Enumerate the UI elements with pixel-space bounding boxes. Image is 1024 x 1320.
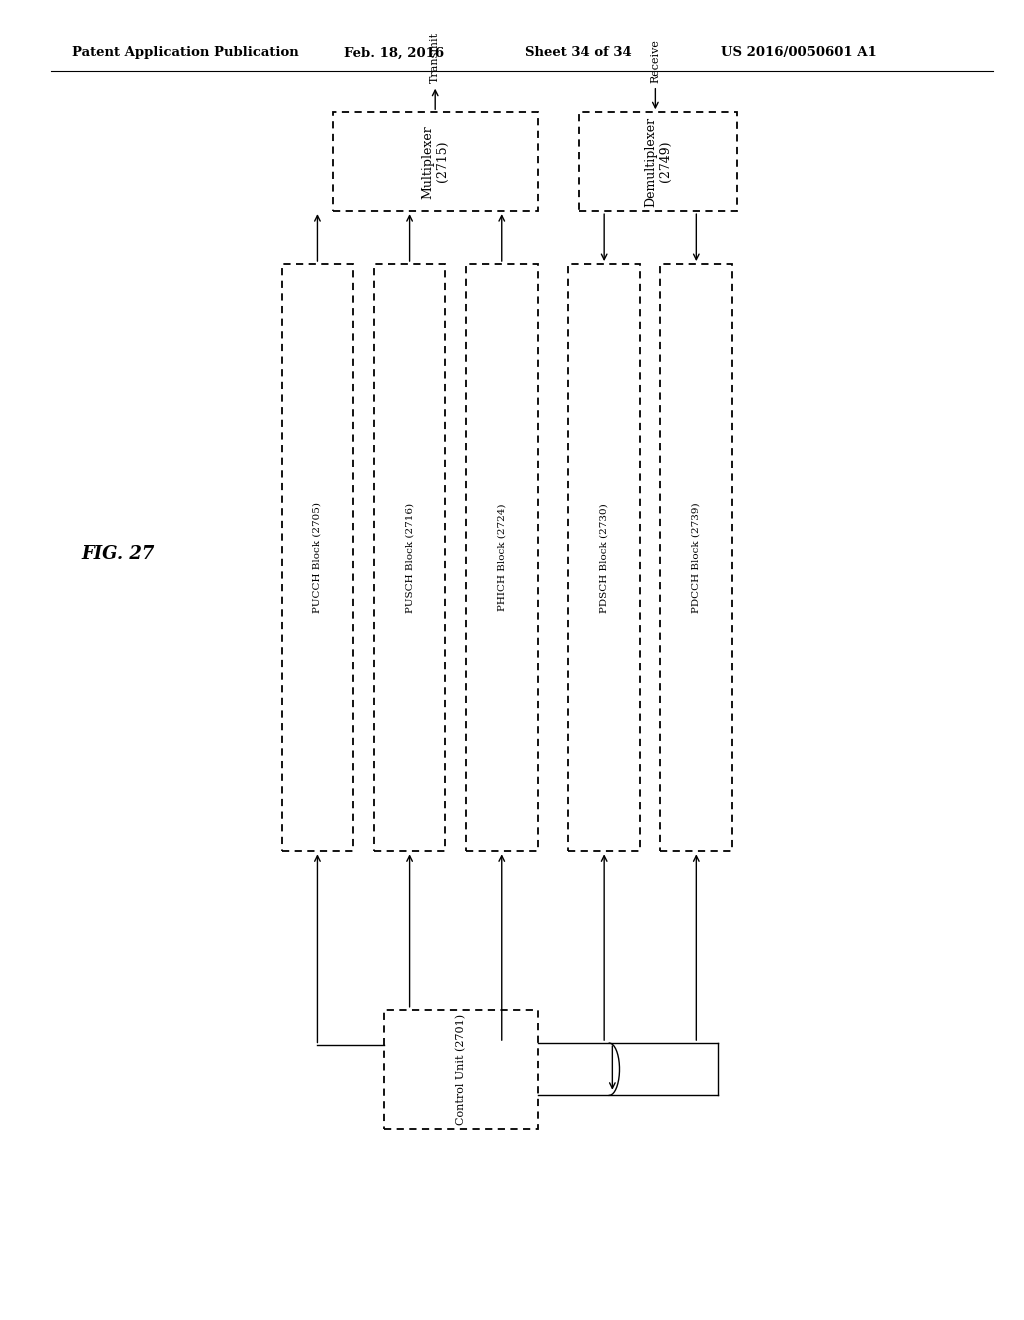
Text: Patent Application Publication: Patent Application Publication	[72, 46, 298, 59]
Text: PUSCH Block (2716): PUSCH Block (2716)	[406, 503, 414, 612]
Bar	[466, 264, 538, 851]
Bar	[333, 112, 538, 211]
Text: FIG. 27: FIG. 27	[81, 545, 155, 564]
Bar	[282, 264, 353, 851]
Text: Multiplexer
(2715): Multiplexer (2715)	[421, 125, 450, 198]
Bar	[384, 1010, 538, 1129]
Text: Demultiplexer
(2749): Demultiplexer (2749)	[644, 116, 672, 207]
Text: PUCCH Block (2705): PUCCH Block (2705)	[313, 502, 322, 614]
Bar	[374, 264, 445, 851]
Text: Receive: Receive	[650, 40, 660, 83]
Text: Transmit: Transmit	[430, 32, 440, 83]
Text: Feb. 18, 2016: Feb. 18, 2016	[344, 46, 444, 59]
Text: PDCCH Block (2739): PDCCH Block (2739)	[692, 503, 700, 612]
Text: Sheet 34 of 34: Sheet 34 of 34	[525, 46, 632, 59]
Text: PDSCH Block (2730): PDSCH Block (2730)	[600, 503, 608, 612]
Bar	[579, 112, 737, 211]
Bar	[660, 264, 732, 851]
Text: US 2016/0050601 A1: US 2016/0050601 A1	[721, 46, 877, 59]
Bar	[568, 264, 640, 851]
Text: PHICH Block (2724): PHICH Block (2724)	[498, 504, 506, 611]
Text: Control Unit (2701): Control Unit (2701)	[456, 1014, 466, 1125]
